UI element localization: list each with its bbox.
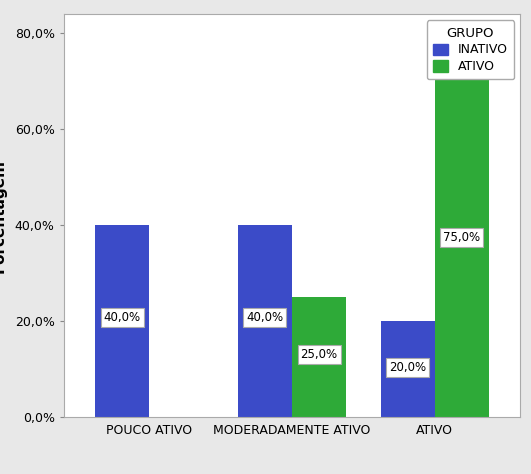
Bar — [292, 297, 346, 417]
Bar — [238, 225, 292, 417]
Y-axis label: Porcentagem: Porcentagem — [0, 159, 6, 273]
Text: 25,0%: 25,0% — [301, 348, 338, 361]
Text: 20,0%: 20,0% — [389, 361, 426, 374]
Bar — [381, 321, 435, 417]
Text: 75,0%: 75,0% — [443, 231, 481, 244]
Text: 40,0%: 40,0% — [246, 311, 284, 324]
Bar — [95, 225, 149, 417]
Bar — [435, 57, 489, 417]
Text: 40,0%: 40,0% — [104, 311, 141, 324]
Legend: INATIVO, ATIVO: INATIVO, ATIVO — [426, 20, 514, 80]
